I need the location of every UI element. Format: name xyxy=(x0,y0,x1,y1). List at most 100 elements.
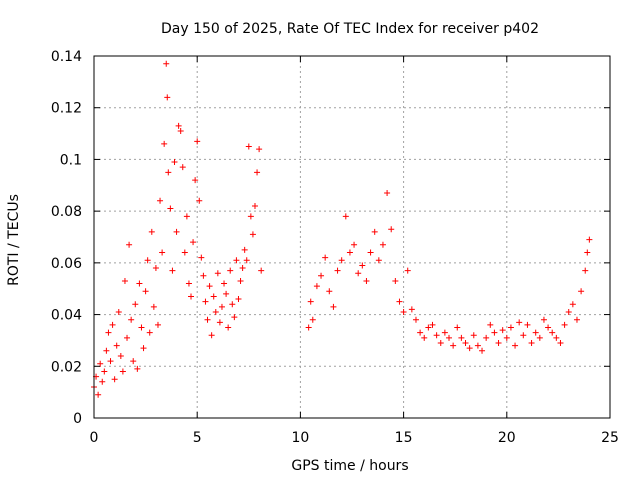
data-point xyxy=(164,94,171,101)
data-point xyxy=(225,324,232,331)
data-point xyxy=(479,347,486,354)
data-point xyxy=(503,334,510,341)
data-point xyxy=(532,329,539,336)
data-point xyxy=(371,228,378,235)
data-point xyxy=(495,340,502,347)
data-point xyxy=(185,280,192,287)
data-point xyxy=(188,293,195,300)
data-point xyxy=(150,303,157,310)
data-point xyxy=(210,293,217,300)
data-point xyxy=(119,368,126,375)
y-tick-label: 0 xyxy=(73,411,82,427)
data-point xyxy=(235,296,242,303)
data-point xyxy=(245,143,252,150)
chart-title: Day 150 of 2025, Rate Of TEC Index for r… xyxy=(161,21,539,37)
data-point xyxy=(231,314,238,321)
data-point xyxy=(338,257,345,264)
data-point xyxy=(355,270,362,277)
data-point xyxy=(474,342,481,349)
data-point xyxy=(183,213,190,220)
data-point xyxy=(154,321,161,328)
data-point xyxy=(148,228,155,235)
data-point xyxy=(258,267,265,274)
data-point xyxy=(194,138,201,145)
data-point xyxy=(171,159,178,166)
x-tick-label: 10 xyxy=(291,430,309,446)
data-point xyxy=(384,190,391,197)
data-point xyxy=(524,321,531,328)
data-point xyxy=(134,365,141,372)
data-point xyxy=(165,169,172,176)
data-point xyxy=(214,270,221,277)
data-point xyxy=(249,231,256,238)
data-point xyxy=(241,246,248,253)
data-point xyxy=(470,332,477,339)
data-point xyxy=(346,249,353,256)
data-point xyxy=(450,342,457,349)
y-tick-label: 0.12 xyxy=(51,101,82,117)
data-point xyxy=(144,257,151,264)
data-point xyxy=(204,316,211,323)
data-point xyxy=(305,324,312,331)
data-point xyxy=(179,164,186,171)
grid-lines xyxy=(94,56,610,418)
data-point xyxy=(307,298,314,305)
data-point xyxy=(202,298,209,305)
data-point xyxy=(392,277,399,284)
data-point xyxy=(446,334,453,341)
data-point xyxy=(208,332,215,339)
data-point xyxy=(507,324,514,331)
data-point xyxy=(318,272,325,279)
x-tick-label: 5 xyxy=(193,430,202,446)
data-point xyxy=(536,334,543,341)
data-point xyxy=(342,213,349,220)
data-point xyxy=(177,127,184,134)
data-point xyxy=(487,321,494,328)
data-point xyxy=(159,249,166,256)
data-point xyxy=(163,60,170,67)
y-tick-label: 0.02 xyxy=(51,359,82,375)
data-point xyxy=(375,257,382,264)
data-point xyxy=(322,254,329,261)
data-point xyxy=(454,324,461,331)
data-point xyxy=(540,316,547,323)
data-point xyxy=(254,169,261,176)
data-point xyxy=(109,321,116,328)
data-point xyxy=(408,306,415,313)
x-tick-label: 15 xyxy=(395,430,413,446)
data-point xyxy=(243,257,250,264)
data-point xyxy=(363,277,370,284)
data-point xyxy=(124,334,131,341)
data-point xyxy=(130,358,137,365)
data-point xyxy=(586,236,593,243)
data-point xyxy=(388,226,395,233)
data-point xyxy=(326,288,333,295)
y-tick-label: 0.08 xyxy=(51,204,82,220)
y-tick-label: 0.04 xyxy=(51,308,82,324)
data-point xyxy=(247,213,254,220)
data-point xyxy=(190,239,197,246)
data-point xyxy=(584,249,591,256)
data-point xyxy=(107,358,114,365)
data-point xyxy=(309,316,316,323)
y-tick-label: 0.06 xyxy=(51,256,82,272)
data-point xyxy=(196,197,203,204)
data-point xyxy=(216,319,223,326)
data-point xyxy=(239,265,246,272)
data-point xyxy=(95,391,102,398)
data-point xyxy=(520,332,527,339)
data-point xyxy=(421,334,428,341)
data-point xyxy=(499,327,506,334)
data-point xyxy=(138,324,145,331)
data-point xyxy=(97,360,104,367)
data-point xyxy=(105,329,112,336)
data-point xyxy=(200,272,207,279)
data-point xyxy=(425,324,432,331)
x-axis-title: GPS time / hours xyxy=(291,458,408,474)
axis-ticks: 0 5 10 15 20 25 0 0.02 0.04 0.06 0.08 0.1 0.12 0.14 xyxy=(51,49,619,446)
data-point xyxy=(111,376,118,383)
x-tick-label: 0 xyxy=(90,430,99,446)
data-point xyxy=(545,324,552,331)
data-point xyxy=(161,140,168,147)
